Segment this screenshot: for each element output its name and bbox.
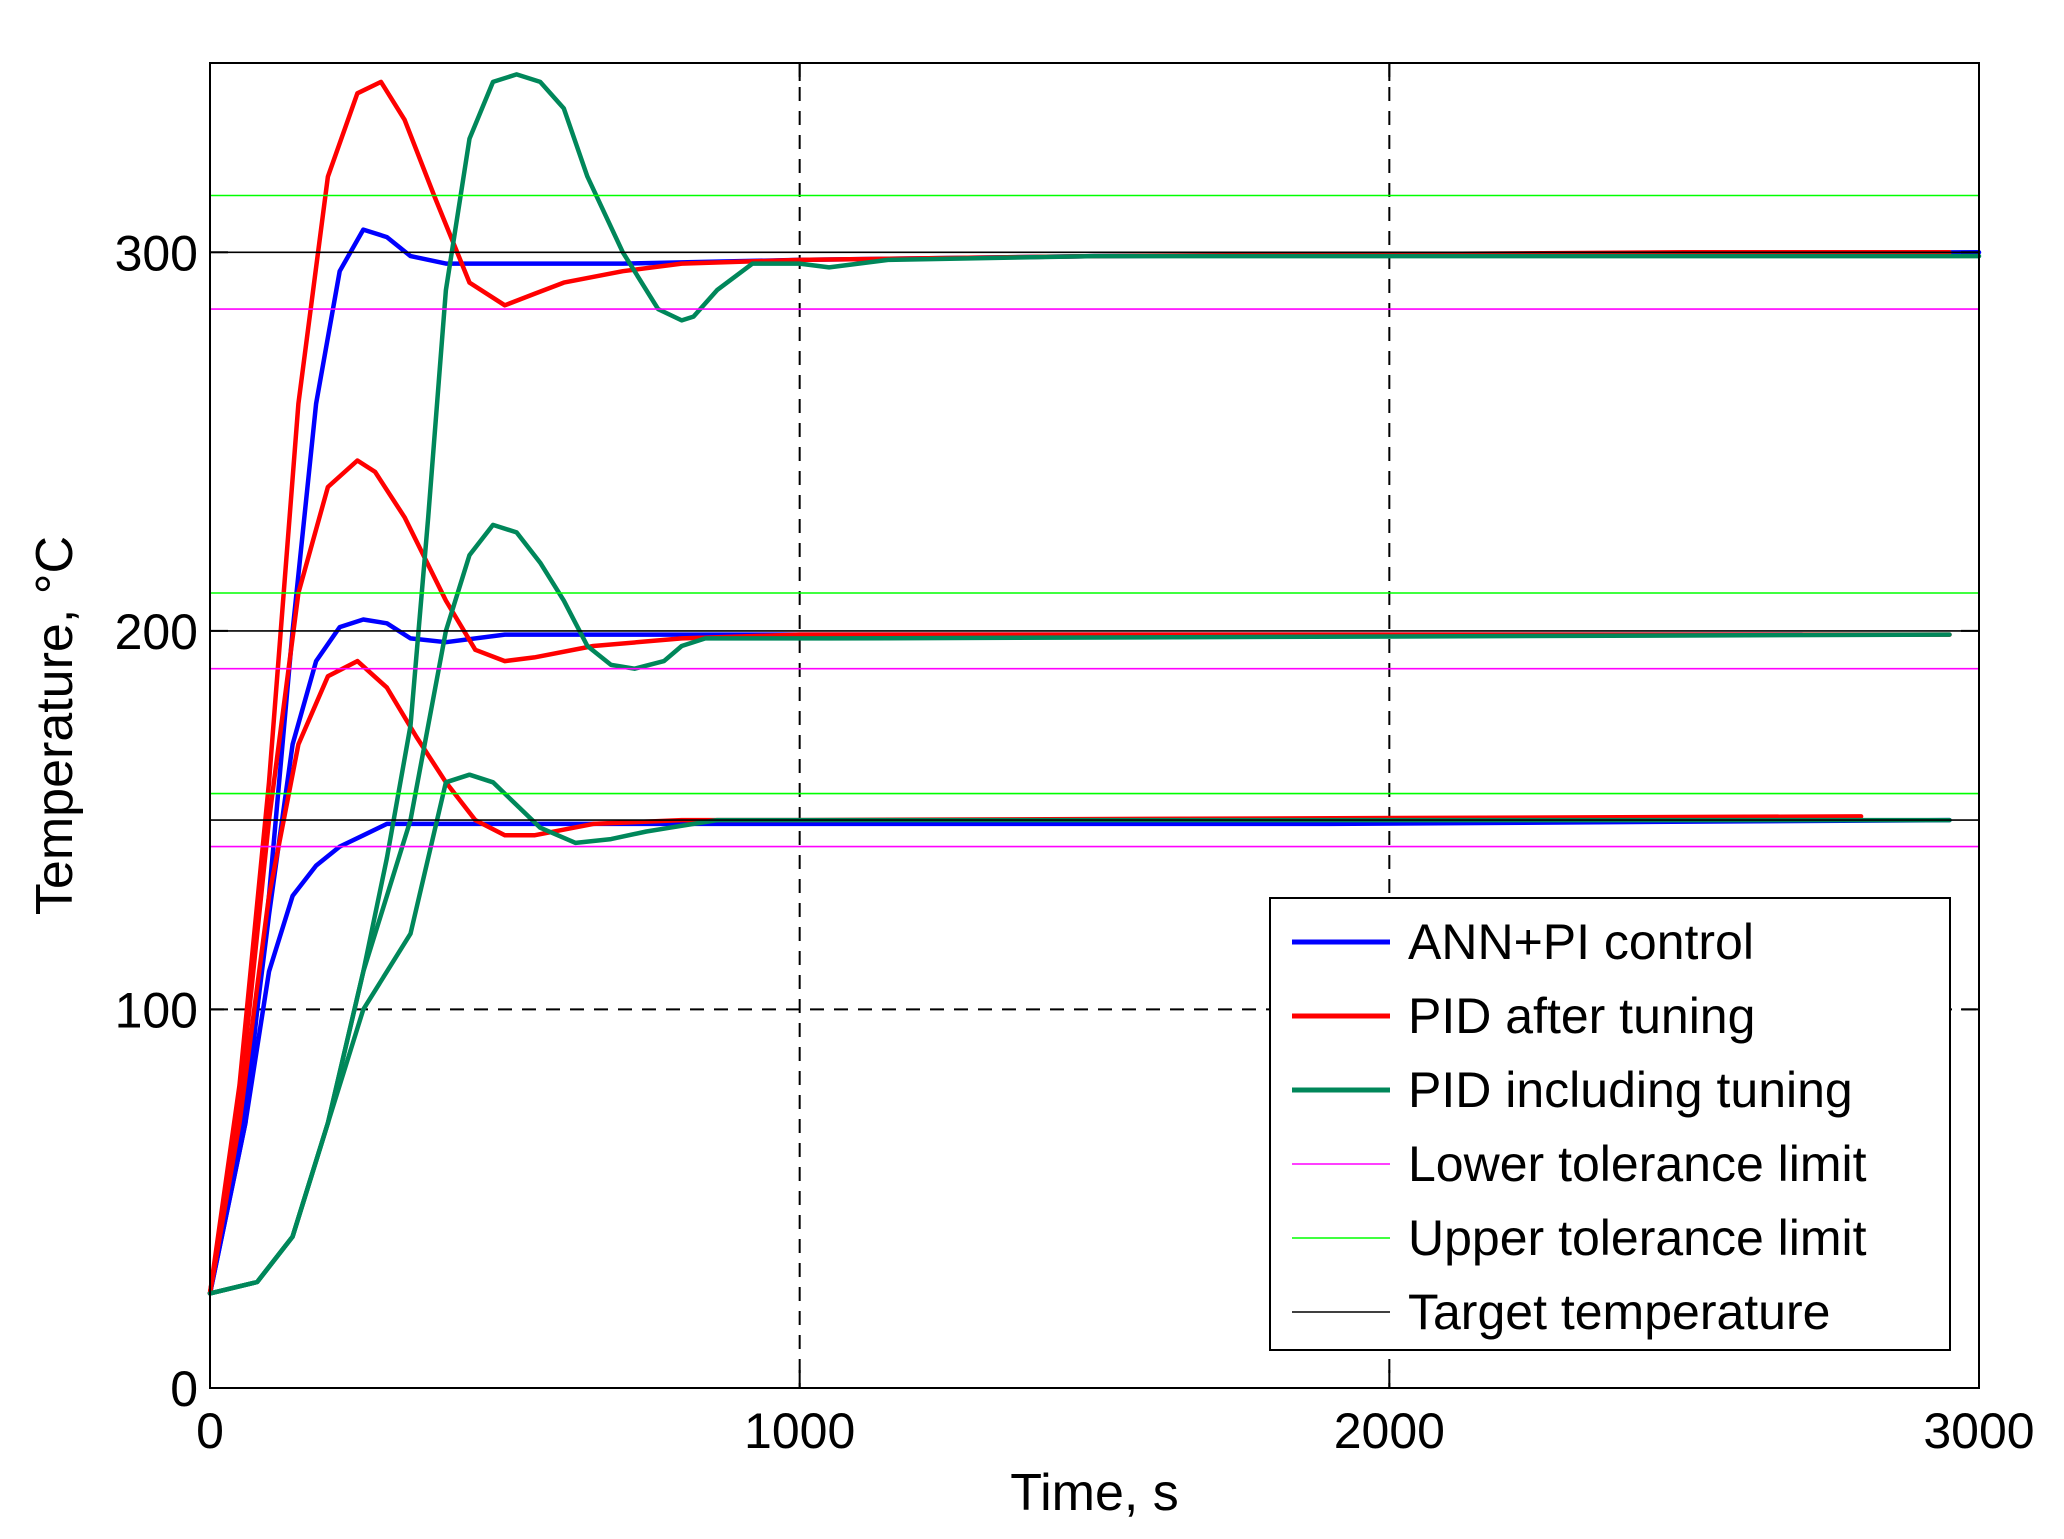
x-tick-label-3000: 3000	[1923, 1403, 2034, 1459]
legend-label-upper-tolerance-limit: Upper tolerance limit	[1408, 1210, 1867, 1266]
legend-label-target-temperature: Target temperature	[1408, 1284, 1830, 1340]
legend-box	[1269, 897, 1951, 1351]
y-axis-label: Temperature, °C	[26, 536, 84, 915]
legend-label-lower-tolerance-limit: Lower tolerance limit	[1408, 1136, 1867, 1192]
y-tick-label-0: 0	[170, 1361, 198, 1417]
ticks: 0 1000 2000 3000 0 100 200 300	[115, 63, 2035, 1459]
series-line-ann-pi-control-2	[207, 817, 1952, 1296]
legend-label-pid-after-tuning: PID after tuning	[1408, 988, 1755, 1044]
series-line-pid-after-tuning-3	[207, 79, 1952, 1296]
y-tick-label-300: 300	[115, 225, 198, 281]
legend: ANN+PI control PID after tuning PID includ…	[1269, 897, 1951, 1351]
y-tick-label-100: 100	[115, 982, 198, 1038]
series-layer	[207, 72, 1982, 1296]
axes-box	[209, 62, 1980, 1389]
x-axis-label: Time, s	[1010, 1464, 1179, 1522]
y-tick-label-200: 200	[115, 604, 198, 660]
series-line-pid-including-tuning-8	[207, 772, 1952, 1296]
x-tick-label-1000: 1000	[744, 1403, 855, 1459]
legend-label-pid-including-tuning: PID including tuning	[1408, 1062, 1853, 1118]
x-tick-label-0: 0	[196, 1403, 224, 1459]
legend-label-ann-pi-control: ANN+PI control	[1408, 914, 1754, 970]
x-tick-label-2000: 2000	[1334, 1403, 1445, 1459]
series-line-pid-including-tuning-7	[207, 522, 1952, 1296]
